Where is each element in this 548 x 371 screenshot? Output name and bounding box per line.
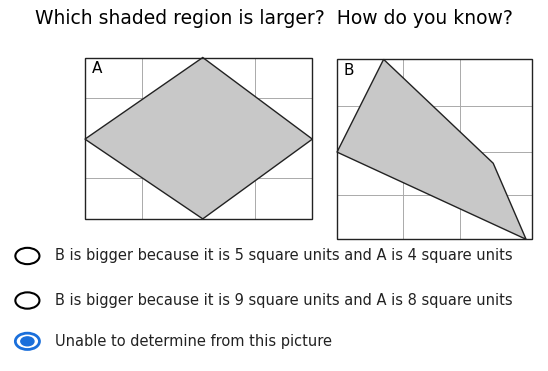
Circle shape [15, 248, 39, 264]
Text: B is bigger because it is 5 square units and A is 4 square units: B is bigger because it is 5 square units… [55, 249, 512, 263]
Polygon shape [337, 59, 526, 239]
Polygon shape [85, 58, 312, 219]
Text: A: A [92, 61, 102, 76]
Text: Unable to determine from this picture: Unable to determine from this picture [55, 334, 332, 349]
Circle shape [21, 337, 34, 346]
Circle shape [15, 292, 39, 309]
Text: B: B [344, 63, 354, 78]
Text: Which shaded region is larger?  How do you know?: Which shaded region is larger? How do yo… [35, 9, 513, 28]
Text: B is bigger because it is 9 square units and A is 8 square units: B is bigger because it is 9 square units… [55, 293, 512, 308]
Circle shape [15, 333, 39, 349]
